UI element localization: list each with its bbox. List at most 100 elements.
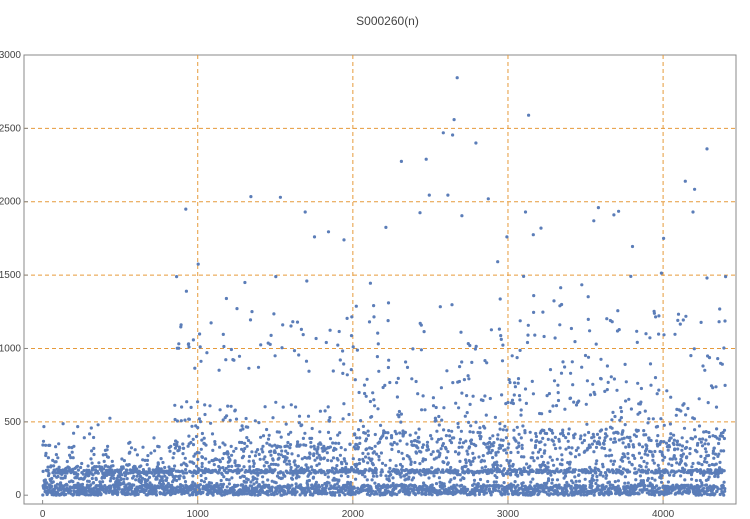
- data-point: [423, 458, 428, 462]
- data-point: [395, 395, 399, 399]
- data-point: [92, 446, 96, 450]
- data-point: [707, 463, 711, 467]
- data-point: [469, 424, 473, 428]
- data-point: [261, 450, 265, 454]
- data-point: [616, 431, 620, 435]
- data-point: [82, 436, 86, 440]
- data-point: [324, 340, 328, 345]
- data-point: [648, 336, 652, 340]
- data-point: [179, 419, 183, 423]
- data-point: [285, 471, 290, 475]
- data-point: [723, 319, 727, 323]
- data-point: [548, 455, 552, 459]
- data-point: [243, 441, 247, 445]
- data-point: [668, 422, 673, 426]
- data-point: [254, 450, 258, 454]
- data-point: [383, 383, 387, 387]
- data-point: [607, 454, 611, 458]
- y-tick-label: 1500: [0, 270, 21, 281]
- data-point: [559, 286, 563, 290]
- data-point: [413, 460, 417, 465]
- data-point: [674, 470, 679, 474]
- data-point: [45, 485, 49, 489]
- data-point: [522, 274, 526, 278]
- data-point: [458, 473, 462, 477]
- data-point: [636, 381, 640, 385]
- data-point: [308, 456, 312, 460]
- data-point: [184, 289, 188, 293]
- data-point: [545, 394, 549, 398]
- data-point: [488, 436, 492, 440]
- data-point: [370, 478, 374, 482]
- data-point: [436, 449, 440, 453]
- data-point: [384, 463, 388, 467]
- data-point: [579, 434, 583, 438]
- data-point: [345, 373, 349, 377]
- data-point: [394, 486, 398, 490]
- data-point: [218, 445, 222, 449]
- data-point: [336, 343, 340, 347]
- data-point: [550, 428, 554, 433]
- data-point: [203, 412, 207, 417]
- data-point: [539, 440, 543, 444]
- data-point: [210, 432, 215, 436]
- data-point: [566, 439, 570, 443]
- data-point: [640, 483, 644, 487]
- data-point: [95, 484, 99, 488]
- data-point: [377, 440, 382, 444]
- data-point: [339, 446, 343, 450]
- data-point: [633, 491, 637, 496]
- data-point: [598, 442, 602, 446]
- data-point: [279, 470, 283, 474]
- data-point: [417, 440, 421, 444]
- data-point: [659, 439, 663, 444]
- data-point: [467, 445, 472, 449]
- data-point: [226, 451, 230, 456]
- data-point: [289, 430, 293, 434]
- data-point: [90, 461, 94, 465]
- data-point: [466, 452, 470, 456]
- data-point: [437, 437, 441, 442]
- data-point: [496, 260, 500, 264]
- data-point: [615, 388, 619, 392]
- data-point: [104, 464, 108, 468]
- data-point: [517, 441, 521, 445]
- data-point: [235, 307, 239, 311]
- data-point: [183, 480, 188, 484]
- data-point: [665, 389, 669, 393]
- data-point: [506, 400, 510, 405]
- data-point: [689, 354, 693, 358]
- data-point: [574, 403, 579, 407]
- data-point: [205, 487, 210, 491]
- data-point: [563, 407, 567, 411]
- data-point: [76, 472, 80, 476]
- data-point: [154, 493, 159, 497]
- data-point: [683, 468, 687, 472]
- data-point: [405, 365, 410, 369]
- data-point: [373, 444, 377, 448]
- data-point: [474, 444, 478, 448]
- data-point: [624, 399, 628, 403]
- data-point: [526, 333, 530, 337]
- data-point: [209, 421, 213, 425]
- data-point: [317, 453, 321, 457]
- data-point: [554, 446, 558, 451]
- data-point: [464, 439, 468, 443]
- data-point: [715, 489, 719, 494]
- data-point: [177, 477, 181, 481]
- data-point: [560, 302, 564, 307]
- data-point: [224, 358, 228, 362]
- data-point: [68, 489, 73, 493]
- data-point: [707, 475, 711, 479]
- data-point: [274, 400, 278, 404]
- data-point: [86, 464, 90, 468]
- data-point: [275, 488, 279, 492]
- data-point: [196, 457, 200, 462]
- data-point: [564, 447, 568, 451]
- data-point: [516, 483, 520, 487]
- data-point: [122, 480, 126, 485]
- data-point: [604, 471, 608, 475]
- data-point: [627, 397, 631, 401]
- data-point: [654, 315, 658, 319]
- data-point: [368, 399, 372, 404]
